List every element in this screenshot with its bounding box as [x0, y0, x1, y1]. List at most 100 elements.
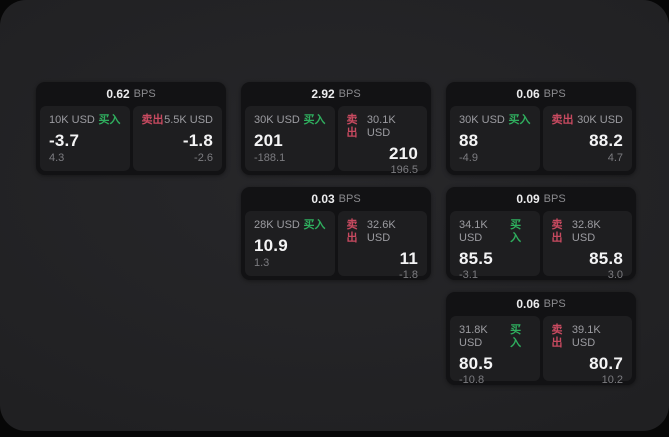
sell-delta: 196.5	[390, 164, 418, 176]
buy-panel[interactable]: 30K USD 买入 201 -188.1	[245, 106, 335, 171]
quote-card: 0.09 BPS 34.1K USD 买入 85.5 -3.1 卖出 32.8K…	[446, 187, 636, 281]
sell-delta: 10.2	[601, 374, 623, 386]
panels: 10K USD 买入 -3.7 4.3 卖出 5.5K USD -1.8 -2.…	[40, 106, 222, 171]
sell-amount: 32.8K USD	[571, 219, 601, 244]
sell-label-row: 卖出 39.1K USD	[552, 324, 624, 350]
spread-value: 0.06	[516, 297, 540, 311]
bps-unit-label: BPS	[543, 193, 566, 205]
sell-panel[interactable]: 卖出 39.1K USD 80.7 10.2	[542, 316, 632, 386]
sell-tag: 卖出	[141, 114, 164, 126]
buy-price: -3.7	[49, 131, 80, 150]
buy-tag: 买入	[510, 219, 522, 244]
buy-delta: -188.1	[254, 152, 286, 164]
quote-card: 0.03 BPS 28K USD 买入 10.9 1.3 卖出 32.6K US…	[241, 187, 431, 281]
sell-panel[interactable]: 卖出 32.6K USD 11 -1.8	[337, 211, 427, 281]
buy-panel[interactable]: 10K USD 买入 -3.7 4.3	[40, 106, 130, 171]
sell-panel[interactable]: 卖出 30K USD 88.2 4.7	[542, 106, 632, 171]
sell-tag: 卖出	[346, 114, 358, 139]
buy-amount: 30K USD	[254, 114, 300, 126]
buy-panel[interactable]: 28K USD 买入 10.9 1.3	[245, 211, 335, 276]
panels: 31.8K USD 买入 80.5 -10.8 卖出 39.1K USD 80.…	[450, 316, 632, 386]
quote-card: 0.06 BPS 31.8K USD 买入 80.5 -10.8 卖出 39.1…	[446, 292, 636, 386]
panels: 30K USD 买入 201 -188.1 卖出 30.1K USD 210 1…	[245, 106, 427, 176]
buy-label-row: 10K USD 买入	[49, 114, 121, 127]
bps-unit-label: BPS	[543, 298, 566, 310]
buy-amount: 30K USD	[459, 114, 505, 126]
spread-value: 0.09	[516, 192, 540, 206]
quote-card: 2.92 BPS 30K USD 买入 201 -188.1 卖出 30.1K …	[241, 82, 431, 176]
sell-amount: 39.1K USD	[571, 324, 601, 349]
sell-price: 88.2	[589, 131, 623, 150]
bps-unit-label: BPS	[338, 193, 361, 205]
buy-price: 201	[254, 131, 283, 150]
quote-card: 0.06 BPS 30K USD 买入 88 -4.9 卖出 30K USD 8…	[446, 82, 636, 175]
sell-panel[interactable]: 卖出 32.8K USD 85.8 3.0	[542, 211, 632, 281]
bps-unit-label: BPS	[338, 88, 361, 100]
spread-value: 0.06	[516, 87, 540, 101]
buy-panel[interactable]: 30K USD 买入 88 -4.9	[450, 106, 540, 171]
buy-price: 10.9	[254, 236, 288, 255]
sell-tag: 卖出	[551, 219, 563, 244]
bps-unit-label: BPS	[133, 88, 156, 100]
buy-delta: -10.8	[459, 374, 485, 386]
buy-tag: 买入	[303, 219, 326, 231]
sell-price: 80.7	[589, 354, 623, 373]
panels: 30K USD 买入 88 -4.9 卖出 30K USD 88.2 4.7	[450, 106, 632, 171]
buy-tag: 买入	[508, 114, 531, 126]
sell-price: 85.8	[589, 249, 623, 268]
spread-value: 2.92	[311, 87, 335, 101]
buy-price: 88	[459, 131, 479, 150]
sell-label-row: 卖出 32.8K USD	[552, 219, 624, 245]
buy-panel[interactable]: 31.8K USD 买入 80.5 -10.8	[450, 316, 540, 386]
buy-amount: 34.1K USD	[459, 219, 488, 244]
sell-label-row: 卖出 5.5K USD	[142, 114, 214, 127]
buy-delta: 4.3	[49, 152, 65, 164]
buy-amount: 31.8K USD	[459, 324, 488, 349]
panels: 28K USD 买入 10.9 1.3 卖出 32.6K USD 11 -1.8	[245, 211, 427, 281]
panels: 34.1K USD 买入 85.5 -3.1 卖出 32.8K USD 85.8…	[450, 211, 632, 281]
card-header: 0.62 BPS	[40, 82, 222, 106]
buy-label-row: 31.8K USD 买入	[459, 324, 531, 350]
sell-label-row: 卖出 30.1K USD	[347, 114, 419, 140]
quote-card: 0.62 BPS 10K USD 买入 -3.7 4.3 卖出 5.5K USD…	[36, 82, 226, 175]
sell-panel[interactable]: 卖出 30.1K USD 210 196.5	[337, 106, 427, 176]
sell-price: 11	[399, 249, 418, 268]
buy-delta: -4.9	[459, 152, 478, 164]
quote-grid: 0.62 BPS 10K USD 买入 -3.7 4.3 卖出 5.5K USD…	[36, 82, 636, 386]
card-header: 0.09 BPS	[450, 187, 632, 211]
sell-amount: 30.1K USD	[366, 114, 396, 139]
buy-label-row: 34.1K USD 买入	[459, 219, 531, 245]
sell-delta: 3.0	[607, 269, 623, 281]
buy-panel[interactable]: 34.1K USD 买入 85.5 -3.1	[450, 211, 540, 281]
buy-price: 85.5	[459, 249, 493, 268]
card-header: 2.92 BPS	[245, 82, 427, 106]
card-header: 0.06 BPS	[450, 292, 632, 316]
sell-delta: -1.8	[399, 269, 418, 281]
buy-tag: 买入	[510, 324, 522, 349]
spread-value: 0.62	[106, 87, 130, 101]
bps-unit-label: BPS	[543, 88, 566, 100]
buy-amount: 28K USD	[254, 219, 300, 231]
sell-amount: 32.6K USD	[366, 219, 396, 244]
sell-panel[interactable]: 卖出 5.5K USD -1.8 -2.6	[132, 106, 222, 171]
sell-amount: 30K USD	[577, 114, 623, 126]
sell-tag: 卖出	[551, 324, 563, 349]
buy-label-row: 30K USD 买入	[254, 114, 326, 127]
sell-price: 210	[389, 144, 418, 163]
buy-label-row: 30K USD 买入	[459, 114, 531, 127]
sell-label-row: 卖出 32.6K USD	[347, 219, 419, 245]
sell-amount: 5.5K USD	[164, 114, 213, 126]
card-header: 0.06 BPS	[450, 82, 632, 106]
sell-delta: 4.7	[607, 152, 623, 164]
spread-value: 0.03	[311, 192, 335, 206]
buy-tag: 买入	[303, 114, 326, 126]
sell-delta: -2.6	[194, 152, 213, 164]
sell-price: -1.8	[182, 131, 213, 150]
buy-label-row: 28K USD 买入	[254, 219, 326, 232]
sell-tag: 卖出	[346, 219, 358, 244]
buy-amount: 10K USD	[49, 114, 95, 126]
buy-delta: -3.1	[459, 269, 478, 281]
buy-delta: 1.3	[254, 257, 270, 269]
card-header: 0.03 BPS	[245, 187, 427, 211]
